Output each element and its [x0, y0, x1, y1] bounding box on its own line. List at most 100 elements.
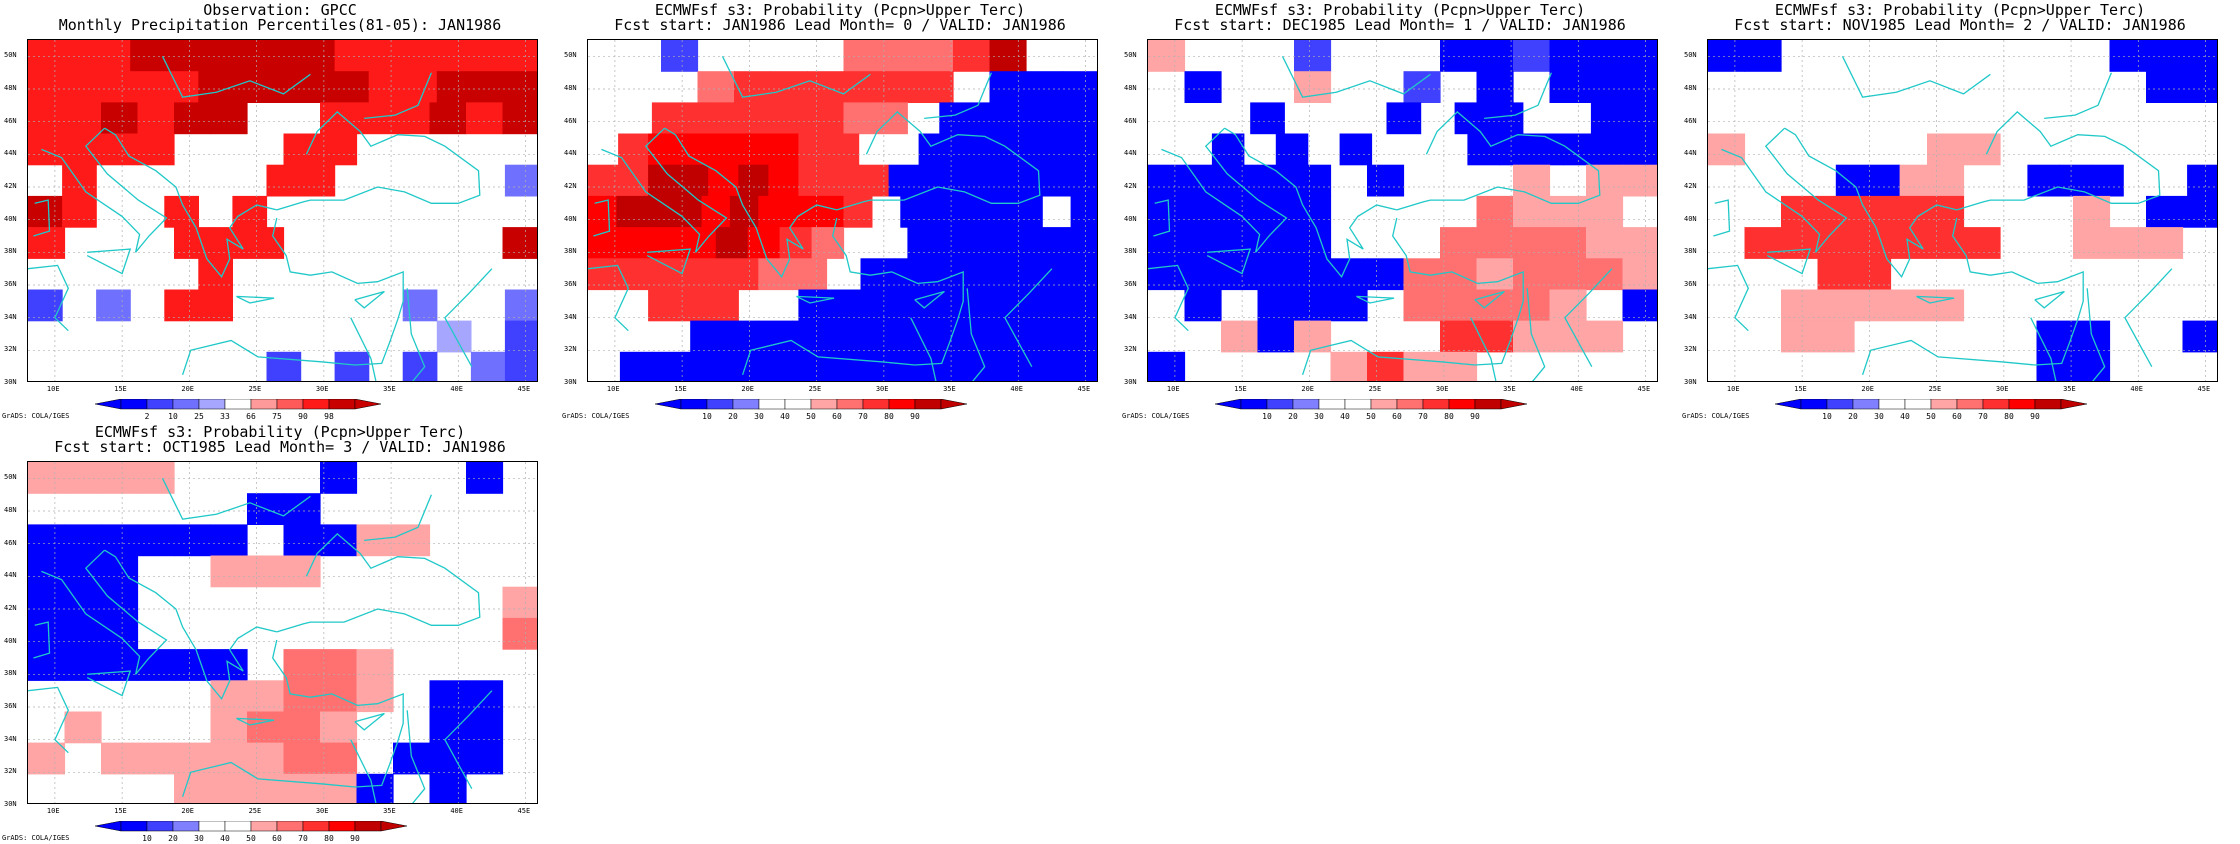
coastline: [914, 290, 945, 309]
grid-cell: [137, 524, 175, 557]
grid-cell: [1067, 102, 1097, 135]
lat-tick-label: 46N: [4, 116, 17, 125]
grid-cell: [502, 102, 537, 135]
grid-cell: [1622, 227, 1657, 259]
colorbar-tick-label: 50: [246, 834, 256, 843]
grid-cell: [1622, 289, 1657, 322]
grid-cell: [826, 320, 862, 353]
colorbar-tick-label: 25: [194, 412, 204, 421]
grid-cell: [1008, 164, 1040, 197]
colorbar-tick-label: 98: [324, 412, 334, 421]
lon-tick-label: 20E: [181, 807, 195, 815]
colorbar-tick-label: 10: [1822, 412, 1832, 421]
grid-cell: [101, 462, 139, 494]
coastline: [350, 739, 377, 803]
grid-cell: [1003, 351, 1036, 381]
lon-tick-label: 40E: [1570, 385, 1583, 393]
coastline: [181, 639, 404, 798]
grid-cell: [210, 555, 248, 588]
grid-cell: [1330, 289, 1368, 322]
grid-cell: [64, 524, 102, 557]
grid-cell: [429, 711, 467, 744]
grid-cell: [1003, 227, 1036, 259]
grid-cell: [1586, 227, 1624, 259]
grid-cell: [28, 40, 63, 72]
coastline: [1301, 217, 1524, 376]
colorbar-legend: [1214, 398, 1537, 417]
grid-cell: [697, 71, 735, 103]
grid-cell: [978, 164, 1010, 197]
coastline: [910, 317, 937, 381]
grid-cell: [962, 258, 998, 291]
lon-tick-label: 15E: [674, 385, 687, 393]
grid-cell: [2027, 164, 2060, 197]
grid-cell: [1927, 195, 1965, 228]
lat-tick-label: 34N: [1684, 312, 1697, 321]
lon-tick-label: 45E: [1077, 385, 1091, 393]
grid-cell: [1026, 71, 1064, 103]
colorbar-tick-label: 40: [1900, 412, 1910, 421]
colorbar-tick-label: 90: [2030, 412, 2040, 421]
coastline: [741, 217, 964, 376]
lat-tick-label: 30N: [4, 378, 17, 386]
colorbar-tick-label: 30: [1874, 412, 1884, 421]
grid-cell: [738, 164, 769, 197]
grid-cell: [588, 195, 617, 228]
grid-cell: [320, 711, 358, 744]
grid-cell: [502, 227, 537, 259]
grid-cell: [978, 133, 1010, 166]
grid-cell: [1184, 289, 1222, 322]
grid-cell: [1064, 320, 1097, 353]
grid-cell: [356, 649, 394, 681]
grid-cell: [320, 649, 358, 681]
grid-cells: [28, 40, 537, 381]
grid-cell: [894, 320, 930, 353]
colorbar-legend: [94, 398, 391, 417]
lon-tick-label: 40E: [450, 807, 463, 815]
grid-cell: [648, 133, 679, 166]
grid-cell: [198, 289, 233, 322]
grid-cell: [320, 133, 358, 166]
grid-cell: [368, 71, 404, 103]
colorbar: [1214, 398, 1528, 410]
lon-tick-label: 25E: [808, 385, 822, 393]
coastline: [1148, 264, 1190, 332]
coastline: [836, 111, 1041, 211]
grid-cell: [1563, 133, 1596, 166]
grid-cell: [1867, 164, 1901, 197]
panel-title: Observation: GPCC: [203, 1, 357, 19]
coastline: [86, 670, 132, 697]
grid-cell: [715, 102, 749, 135]
grid-cell: [247, 227, 285, 259]
lat-tick-label: 34N: [564, 312, 577, 321]
colorbar-tick-label: 20: [728, 412, 738, 421]
grid-cell: [28, 586, 66, 619]
grid-cell: [1148, 40, 1186, 72]
grid-cell: [174, 102, 212, 135]
grid-cell: [1890, 195, 1928, 228]
grid-cell: [356, 680, 394, 713]
grid-cell: [798, 133, 830, 166]
grid-cell: [470, 351, 506, 381]
grid-cell: [28, 289, 63, 322]
grid-cell: [402, 40, 438, 72]
grid-cell: [2073, 195, 2111, 228]
grid-cell: [2146, 71, 2184, 103]
grid-cell: [1549, 289, 1587, 322]
grid-cell: [1184, 71, 1222, 103]
grid-cell: [1586, 71, 1624, 103]
grid-cell: [28, 102, 66, 135]
lat-tick-label: 36N: [1684, 280, 1697, 288]
coastline: [1470, 317, 1497, 381]
coastline: [1861, 217, 2084, 376]
lat-tick-label: 42N: [1684, 182, 1697, 190]
grid-cell: [247, 773, 285, 803]
grid-cell: [1367, 351, 1405, 381]
grid-cell: [2182, 71, 2217, 103]
grid-cell: [1008, 289, 1040, 322]
grads-credit: GrADS: COLA/IGES: [2, 834, 70, 842]
grid-cell: [1294, 164, 1332, 197]
lat-tick-label: 48N: [1684, 84, 1697, 92]
grid-cell: [1627, 133, 1657, 166]
grid-cell: [283, 773, 321, 803]
